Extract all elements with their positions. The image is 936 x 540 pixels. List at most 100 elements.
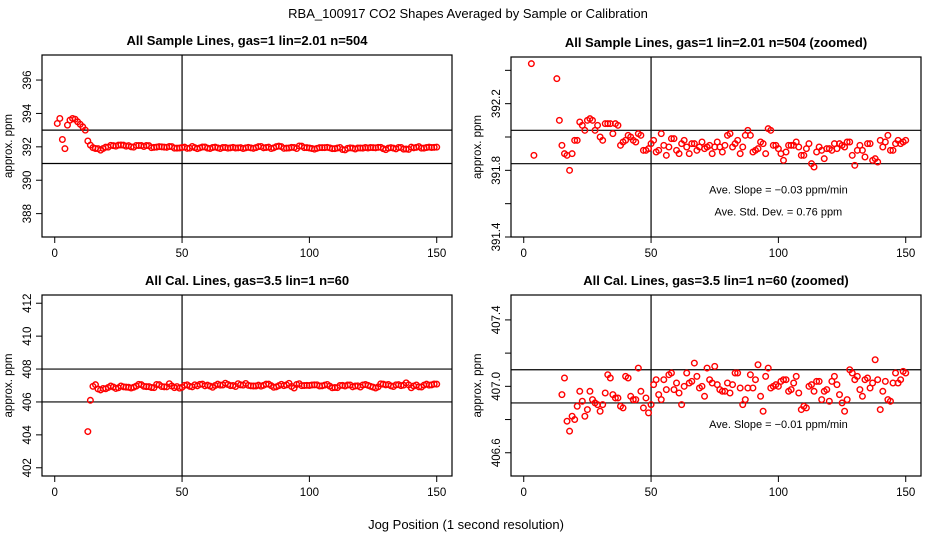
data-point	[864, 140, 872, 148]
data-point	[675, 150, 683, 158]
data-point	[637, 131, 645, 139]
data-point	[430, 143, 438, 151]
x-tick-label: 100	[769, 248, 788, 260]
y-tick-label: 412	[22, 294, 34, 313]
data-point	[573, 402, 581, 410]
data-point	[884, 131, 892, 139]
data-point	[869, 379, 877, 387]
data-point	[667, 135, 675, 143]
data-point	[782, 148, 790, 156]
data-point	[660, 376, 668, 384]
y-tick-label: 407.4	[491, 305, 503, 334]
data-point	[902, 136, 910, 144]
data-point	[652, 376, 660, 384]
data-point	[825, 397, 833, 405]
data-point	[670, 386, 678, 394]
data-point	[673, 379, 681, 387]
data-point	[632, 138, 640, 146]
x-tick-label: 150	[427, 487, 446, 499]
data-point	[657, 130, 665, 138]
x-tick-label: 150	[896, 248, 915, 260]
data-point	[58, 135, 66, 143]
data-point	[604, 120, 612, 128]
data-point	[886, 146, 894, 154]
data-point	[795, 143, 803, 151]
panel-title: All Sample Lines, gas=1 lin=2.01 n=504 (…	[565, 35, 867, 50]
data-point	[858, 392, 866, 400]
data-point	[795, 389, 803, 397]
data-point	[56, 114, 64, 122]
data-point	[599, 401, 607, 409]
x-tick-label: 0	[52, 487, 58, 499]
panel-3: All Cal. Lines, gas=3.5 lin=1 n=60 approx…	[3, 273, 453, 499]
data-point	[688, 377, 696, 385]
data-point	[601, 389, 609, 397]
data-point	[856, 386, 864, 394]
figure-title: RBA_100917 CO2 Shapes Averaged by Sample…	[288, 6, 648, 21]
data-point	[611, 394, 619, 402]
data-point	[160, 383, 168, 391]
data-point	[576, 387, 584, 395]
data-point	[736, 384, 744, 392]
data-point	[866, 140, 874, 148]
data-point	[642, 394, 650, 402]
y-tick-label: 392.2	[491, 89, 503, 118]
data-point	[858, 146, 866, 154]
x-tick-label: 0	[521, 487, 527, 499]
data-point	[813, 377, 821, 385]
data-point	[848, 151, 856, 159]
data-point	[787, 141, 795, 149]
data-point	[787, 386, 795, 394]
data-point	[588, 116, 596, 124]
data-point	[86, 396, 94, 404]
data-point	[861, 153, 869, 161]
data-point	[779, 376, 787, 384]
panel-2: All Sample Lines, gas=1 lin=2.01 n=504 (…	[472, 35, 922, 260]
data-point	[614, 394, 622, 402]
data-point	[662, 386, 670, 394]
data-point	[897, 376, 905, 384]
data-point	[662, 151, 670, 159]
x-tick-label: 0	[52, 248, 58, 260]
y-tick-label: 407.0	[491, 372, 503, 401]
data-point	[586, 387, 594, 395]
data-point	[726, 130, 734, 138]
data-point	[647, 401, 655, 409]
data-point	[782, 376, 790, 384]
data-point	[558, 141, 566, 149]
data-point	[629, 396, 637, 404]
data-point	[762, 372, 770, 380]
data-point	[846, 138, 854, 146]
data-point	[841, 407, 849, 415]
data-point	[754, 145, 762, 153]
data-point	[746, 131, 754, 139]
data-point	[823, 386, 831, 394]
panel-title: All Cal. Lines, gas=3.5 lin=1 n=60 (zoom…	[583, 273, 849, 288]
data-point	[433, 380, 441, 388]
data-point	[690, 140, 698, 148]
data-point	[818, 396, 826, 404]
data-point	[624, 374, 632, 382]
plot-frame	[41, 54, 453, 238]
y-tick-label: 391.8	[491, 156, 503, 185]
data-point	[797, 151, 805, 159]
data-point	[881, 138, 889, 146]
panel-title: All Sample Lines, gas=1 lin=2.01 n=504	[127, 33, 369, 48]
data-point	[614, 121, 622, 129]
y-tick-label: 392	[22, 137, 34, 156]
data-point	[650, 136, 658, 144]
y-tick-label: 402	[22, 458, 34, 477]
data-point	[769, 141, 777, 149]
data-point	[807, 381, 815, 389]
data-point	[609, 130, 617, 138]
data-point	[751, 376, 759, 384]
data-point	[810, 163, 818, 171]
data-point	[430, 380, 438, 388]
data-point	[810, 387, 818, 395]
data-point	[790, 379, 798, 387]
plot-frame	[41, 294, 453, 477]
data-point	[530, 151, 538, 159]
data-point	[749, 384, 757, 392]
data-point	[678, 401, 686, 409]
data-point	[843, 138, 851, 146]
